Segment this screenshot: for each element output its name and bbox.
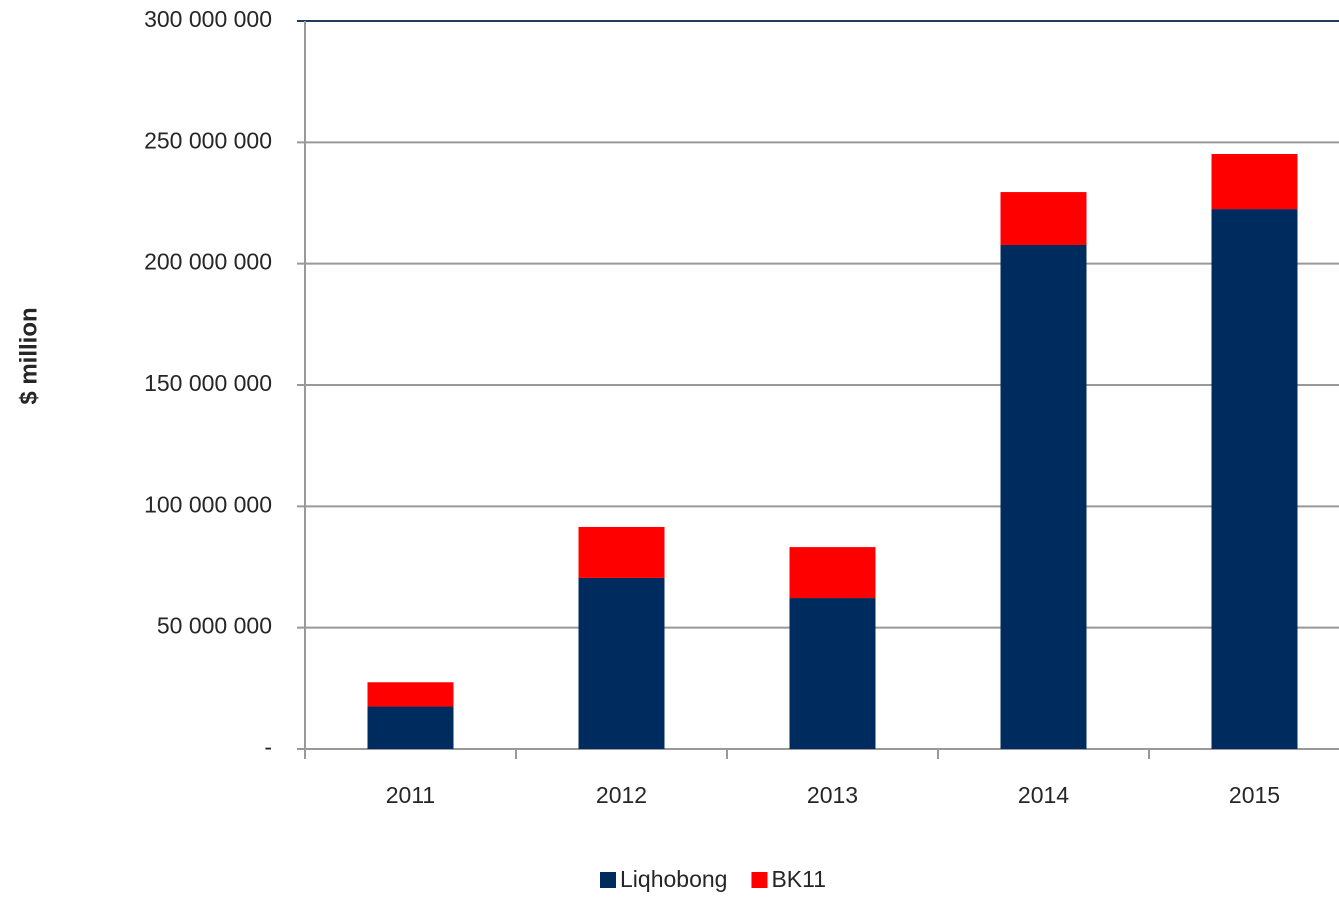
bar-segment bbox=[1000, 192, 1087, 245]
x-tick-label: 2013 bbox=[807, 782, 858, 808]
bar-segment bbox=[789, 547, 876, 599]
x-tick-label: 2014 bbox=[1018, 782, 1069, 808]
y-tick-label: 150 000 000 bbox=[144, 370, 272, 396]
bar-segment bbox=[789, 598, 876, 749]
x-tick-label: 2012 bbox=[596, 782, 647, 808]
y-tick-label: 50 000 000 bbox=[157, 613, 272, 639]
bar-segment bbox=[1000, 244, 1087, 750]
bar-segment bbox=[367, 682, 454, 707]
legend-label: BK11 bbox=[771, 866, 826, 892]
y-tick-label: - bbox=[264, 734, 272, 760]
y-tick-label: 300 000 000 bbox=[144, 6, 272, 32]
legend-swatch bbox=[600, 872, 616, 888]
bar-segment bbox=[367, 706, 454, 749]
y-tick-label: 100 000 000 bbox=[144, 491, 272, 517]
legend-swatch bbox=[751, 872, 768, 888]
y-tick-label: 200 000 000 bbox=[144, 249, 272, 275]
bar-segment bbox=[1211, 209, 1298, 750]
y-axis-label: $ million bbox=[15, 307, 42, 404]
y-tick-label: 250 000 000 bbox=[144, 127, 272, 153]
bar-segment bbox=[578, 526, 665, 578]
bar-segment bbox=[1211, 153, 1298, 210]
bar-segment bbox=[578, 577, 665, 749]
x-tick-label: 2015 bbox=[1229, 782, 1280, 808]
x-tick-label: 2011 bbox=[386, 782, 435, 808]
legend-label: Liqhobong bbox=[620, 866, 727, 892]
